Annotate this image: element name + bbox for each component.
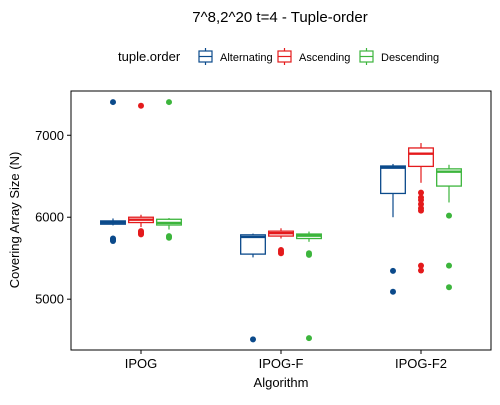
outlier-point bbox=[110, 99, 116, 106]
legend-item: Descending bbox=[359, 48, 439, 65]
box-group bbox=[296, 231, 322, 342]
chart-title: 7^8,2^20 t=4 - Tuple-order bbox=[192, 9, 367, 26]
box-group bbox=[380, 163, 406, 295]
y-axis-label: Covering Array Size (N) bbox=[7, 152, 22, 289]
outlier-point bbox=[250, 336, 256, 343]
box-group bbox=[268, 228, 294, 257]
box bbox=[436, 168, 462, 187]
outlier-point bbox=[166, 233, 172, 240]
legend-title: tuple.order bbox=[118, 49, 181, 64]
outlier-point bbox=[278, 247, 284, 254]
y-tick-label: 5000 bbox=[35, 292, 64, 307]
box bbox=[240, 234, 266, 255]
legend-label: Alternating bbox=[220, 52, 273, 64]
legend-label: Ascending bbox=[299, 52, 350, 64]
x-tick-label: IPOG bbox=[125, 356, 158, 371]
plot-area bbox=[100, 99, 462, 343]
outlier-point bbox=[390, 267, 396, 274]
outlier-point bbox=[138, 102, 144, 109]
box-group bbox=[100, 99, 126, 244]
y-tick-label: 6000 bbox=[35, 210, 64, 225]
outlier-point bbox=[418, 262, 424, 269]
box bbox=[408, 147, 434, 168]
box-group bbox=[408, 143, 434, 274]
outlier-point bbox=[418, 189, 424, 196]
box-group bbox=[240, 233, 266, 343]
outlier-point bbox=[306, 335, 312, 342]
outlier-point bbox=[418, 207, 424, 214]
box-group bbox=[436, 164, 462, 291]
outlier-point bbox=[418, 197, 424, 204]
outlier-point bbox=[418, 267, 424, 274]
legend-item: Alternating bbox=[198, 48, 273, 65]
outlier-point bbox=[418, 201, 424, 208]
x-tick-label: IPOG-F2 bbox=[395, 356, 447, 371]
outlier-point bbox=[446, 262, 452, 269]
legend-item: Ascending bbox=[277, 48, 350, 65]
box bbox=[380, 165, 406, 195]
box-group bbox=[128, 102, 154, 238]
outlier-point bbox=[306, 250, 312, 257]
axes: 5000 6000 7000 IPOG IPOG-F IPOG-F2 bbox=[35, 128, 447, 371]
outlier-point bbox=[166, 99, 172, 106]
outlier-point bbox=[138, 228, 144, 235]
x-axis-label: Algorithm bbox=[254, 375, 309, 390]
outlier-point bbox=[446, 284, 452, 291]
legend: tuple.order Alternating Ascending Descendi… bbox=[118, 48, 439, 65]
outlier-point bbox=[110, 235, 116, 242]
y-tick-label: 7000 bbox=[35, 128, 64, 143]
outlier-point bbox=[390, 288, 396, 295]
outlier-point bbox=[446, 212, 452, 219]
box-group bbox=[156, 99, 182, 241]
legend-label: Descending bbox=[381, 52, 439, 64]
x-tick-label: IPOG-F bbox=[259, 356, 304, 371]
